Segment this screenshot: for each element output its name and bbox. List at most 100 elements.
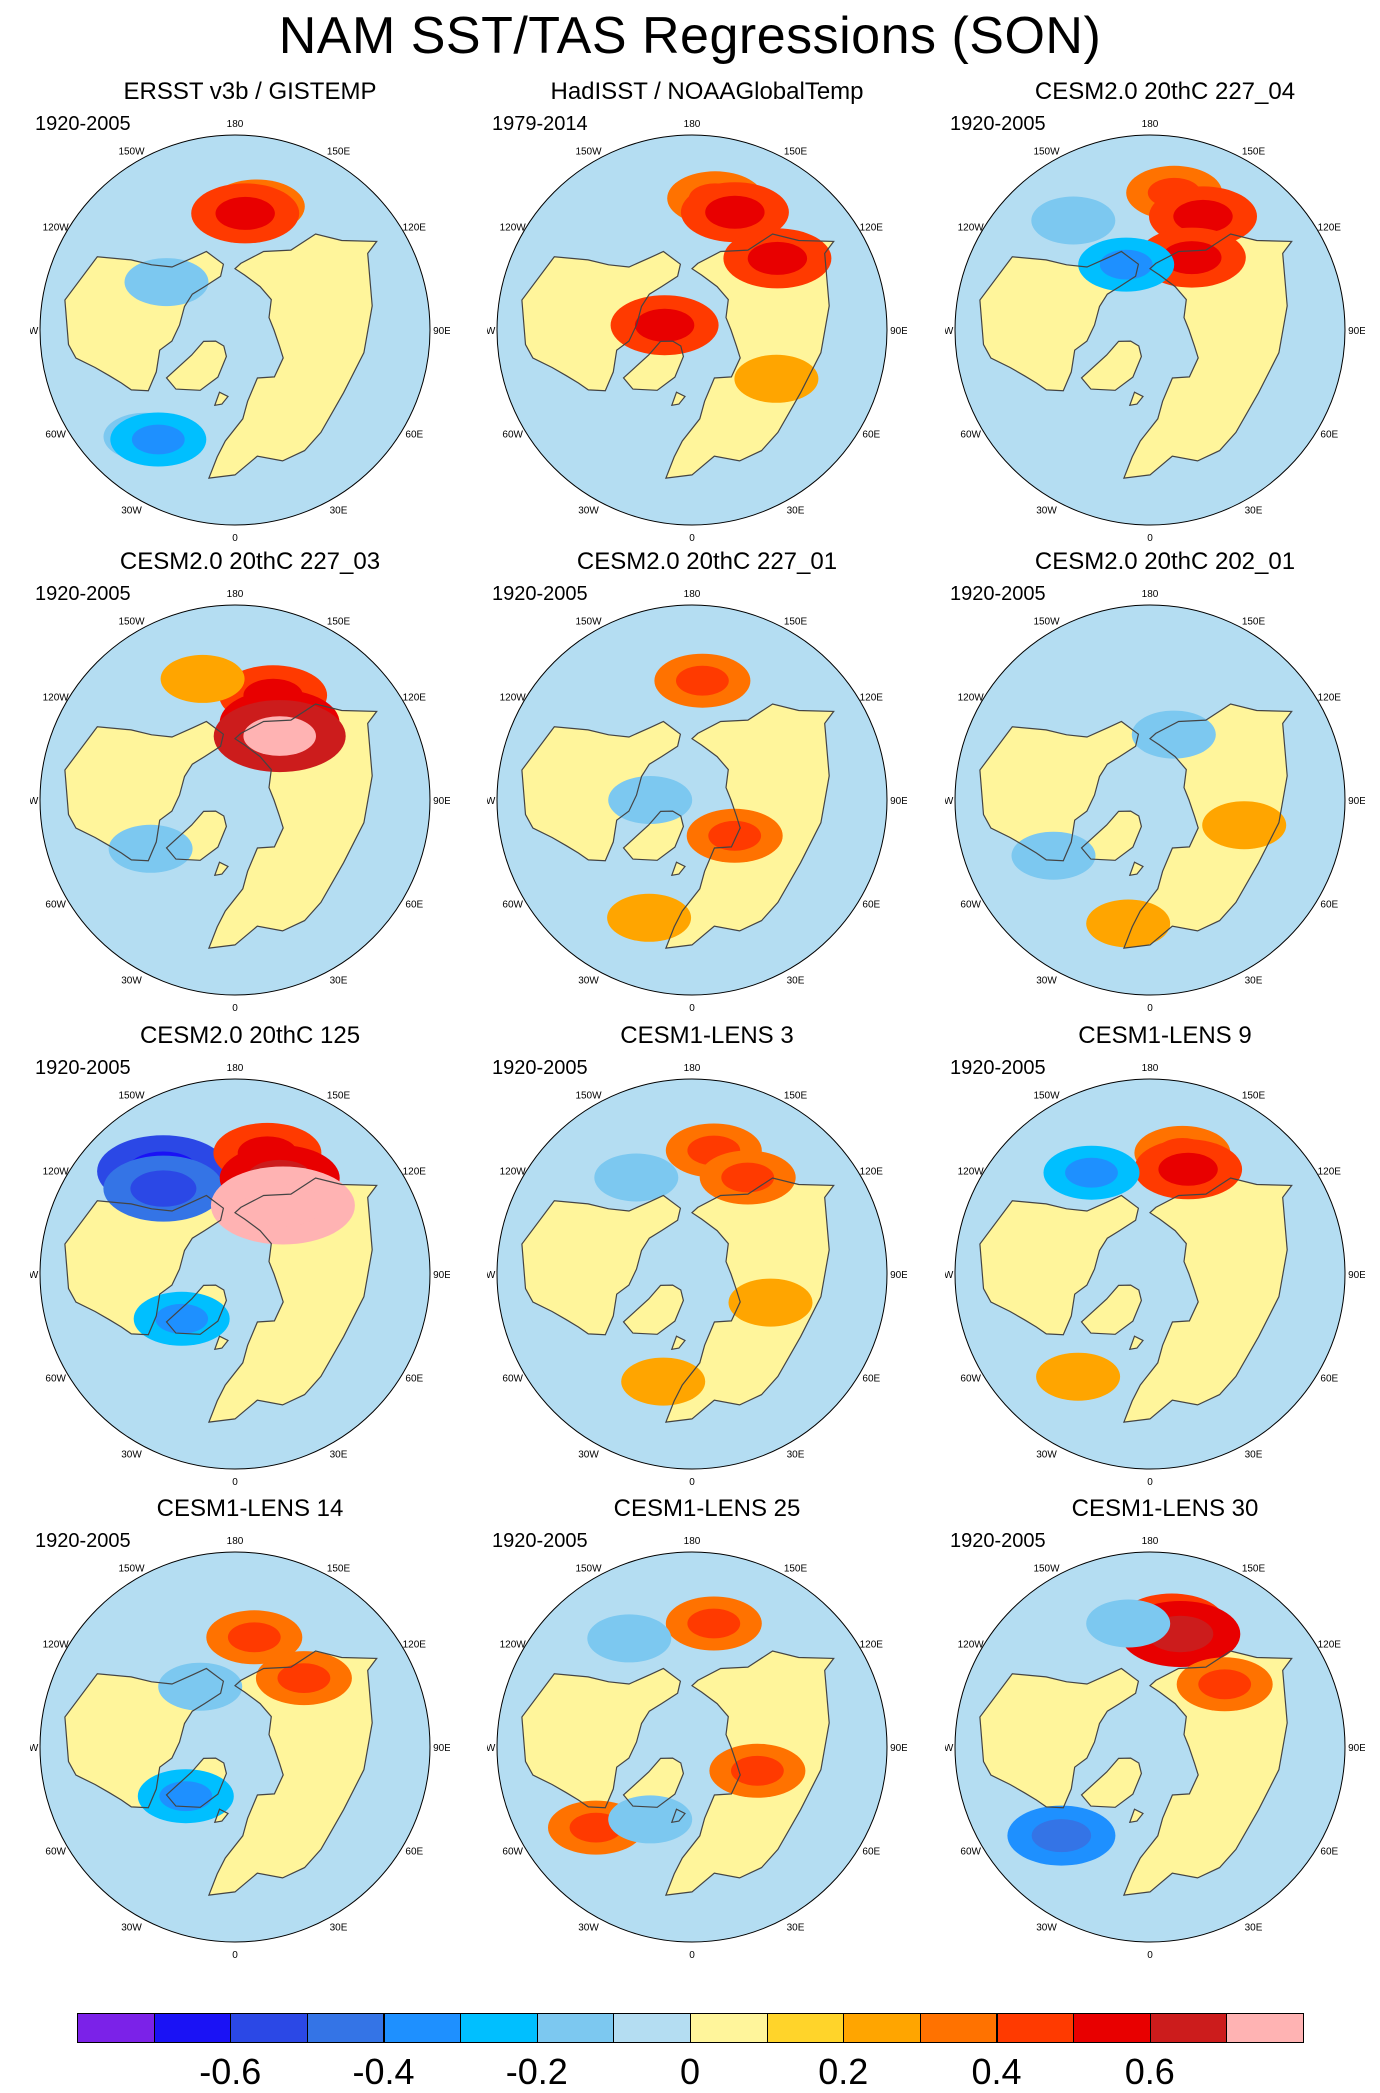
coastline [64,1194,225,1336]
longitude-label: 120E [403,693,427,704]
coastline [1080,1284,1143,1335]
longitude-label: 90E [890,1743,907,1754]
coastline [521,250,682,392]
period-label: 1920-2005 [35,583,131,605]
colorbar-swatch [460,2013,538,2043]
longitude-label: 60E [862,430,880,441]
longitude-label: 90E [433,1743,450,1754]
longitude-label: 180 [227,1063,244,1074]
colorbar-swatch [1149,2013,1228,2043]
longitude-label: 120E [860,1640,884,1651]
coastline [1080,1757,1143,1808]
period-label: 1920-2005 [35,1530,131,1552]
coastline [207,233,378,479]
longitude-label: 150W [575,1564,602,1575]
coastline [207,1650,378,1896]
longitude-label: 120W [500,1640,527,1651]
coastline [64,250,225,392]
land-area [1123,1178,1292,1423]
coastline [207,703,378,949]
coastline [664,233,835,479]
land-area [166,341,227,391]
coastline [1128,1335,1144,1351]
longitude-label: 30E [1245,1449,1263,1460]
anomaly-blob [1086,899,1171,948]
colorbar-tick-label: 0 [679,2051,701,2092]
land-area [208,1178,377,1423]
map-border [954,1551,1346,1943]
period-label: 1920-2005 [950,113,1046,135]
longitude-label: 150W [575,147,602,158]
anomaly-core [731,1755,784,1786]
anomaly-core [708,820,762,851]
land-area [1081,341,1142,391]
land-area [521,251,681,391]
map-border [496,134,888,526]
longitude-label: 30W [1036,1922,1057,1933]
longitude-label: 150E [327,147,351,158]
colorbar-swatch [536,2013,615,2043]
longitude-label: 0 [232,1950,238,1961]
anomaly-core [155,1303,209,1334]
longitude-label: 30W [121,1922,142,1933]
coastline [1080,810,1143,861]
panel-title: CESM2.0 20thC 125 [139,1022,361,1049]
anomaly-blob [1131,710,1216,759]
coastline [622,810,685,861]
map-panel: CESM2.0 20thC 202_01 180 150E 120E 90E 60E 30E… [945,548,1380,1018]
longitude-label: 0 [1147,1950,1153,1961]
longitude-label: 180 [227,589,244,600]
longitude-label: 150E [784,1564,808,1575]
longitude-label: 180 [1142,119,1159,130]
coastline [670,1808,686,1824]
longitude-label: 120W [500,693,527,704]
longitude-label: 30W [121,975,142,986]
longitude-label: 90E [890,1270,907,1281]
longitude-label: 90E [433,796,450,807]
map-border [39,134,431,526]
anomaly-core [1099,249,1153,280]
longitude-label: 120W [43,223,70,234]
map-panel: CESM1-LENS 3 180 150E 120E 90E 60E 30E 0 30W 60W 9… [487,1022,927,1492]
anomaly-core [227,1622,281,1653]
ocean-background [40,1552,430,1942]
coastline [1122,1650,1293,1896]
polar-map: 180 150E 120E 90E 60E 30E 0 30W 60W 90W 120W 150W [945,1536,1365,1961]
longitude-label: 150W [1033,1091,1060,1102]
anomaly-blob [158,1662,243,1711]
colorbar-swatch [1073,2013,1151,2043]
longitude-label: 180 [1142,1536,1159,1547]
longitude-label: 90W [487,796,496,807]
longitude-label: 90W [945,1743,954,1754]
longitude-label: 30W [1036,505,1057,516]
anomaly-core [705,195,765,229]
land-area [521,1195,681,1335]
longitude-label: 150E [327,1564,351,1575]
coastline [165,340,228,391]
longitude-label: 30E [330,505,348,516]
longitude-label: 60E [405,900,423,911]
anomaly-core [1198,1669,1252,1700]
map-panel: ERSST v3b / GISTEMP 180 150E 120E 90E 60E 30E 0… [30,78,470,548]
period-label: 1920-2005 [35,113,131,135]
longitude-label: 60W [960,1374,981,1385]
coastline [1128,861,1144,877]
anomaly-core [634,308,695,342]
coastline [622,1284,685,1335]
longitude-label: 120E [1318,1167,1342,1178]
anomaly-blob [124,258,209,307]
anomaly-core [130,1170,197,1207]
longitude-label: 30E [787,975,805,986]
longitude-label: 150E [1242,147,1266,158]
longitude-label: 150W [575,1091,602,1102]
colorbar-swatch [153,2013,232,2043]
polar-map: 180 150E 120E 90E 60E 30E 0 30W 60W 90W 120W 150W [487,1536,907,1961]
period-label: 1920-2005 [950,1057,1046,1079]
longitude-label: 90E [1348,796,1365,807]
longitude-label: 90W [945,326,954,337]
longitude-label: 150W [1033,1564,1060,1575]
longitude-label: 120E [1318,693,1342,704]
map-border [954,1078,1346,1470]
coastline [1122,233,1293,479]
coastline [1128,1808,1144,1824]
